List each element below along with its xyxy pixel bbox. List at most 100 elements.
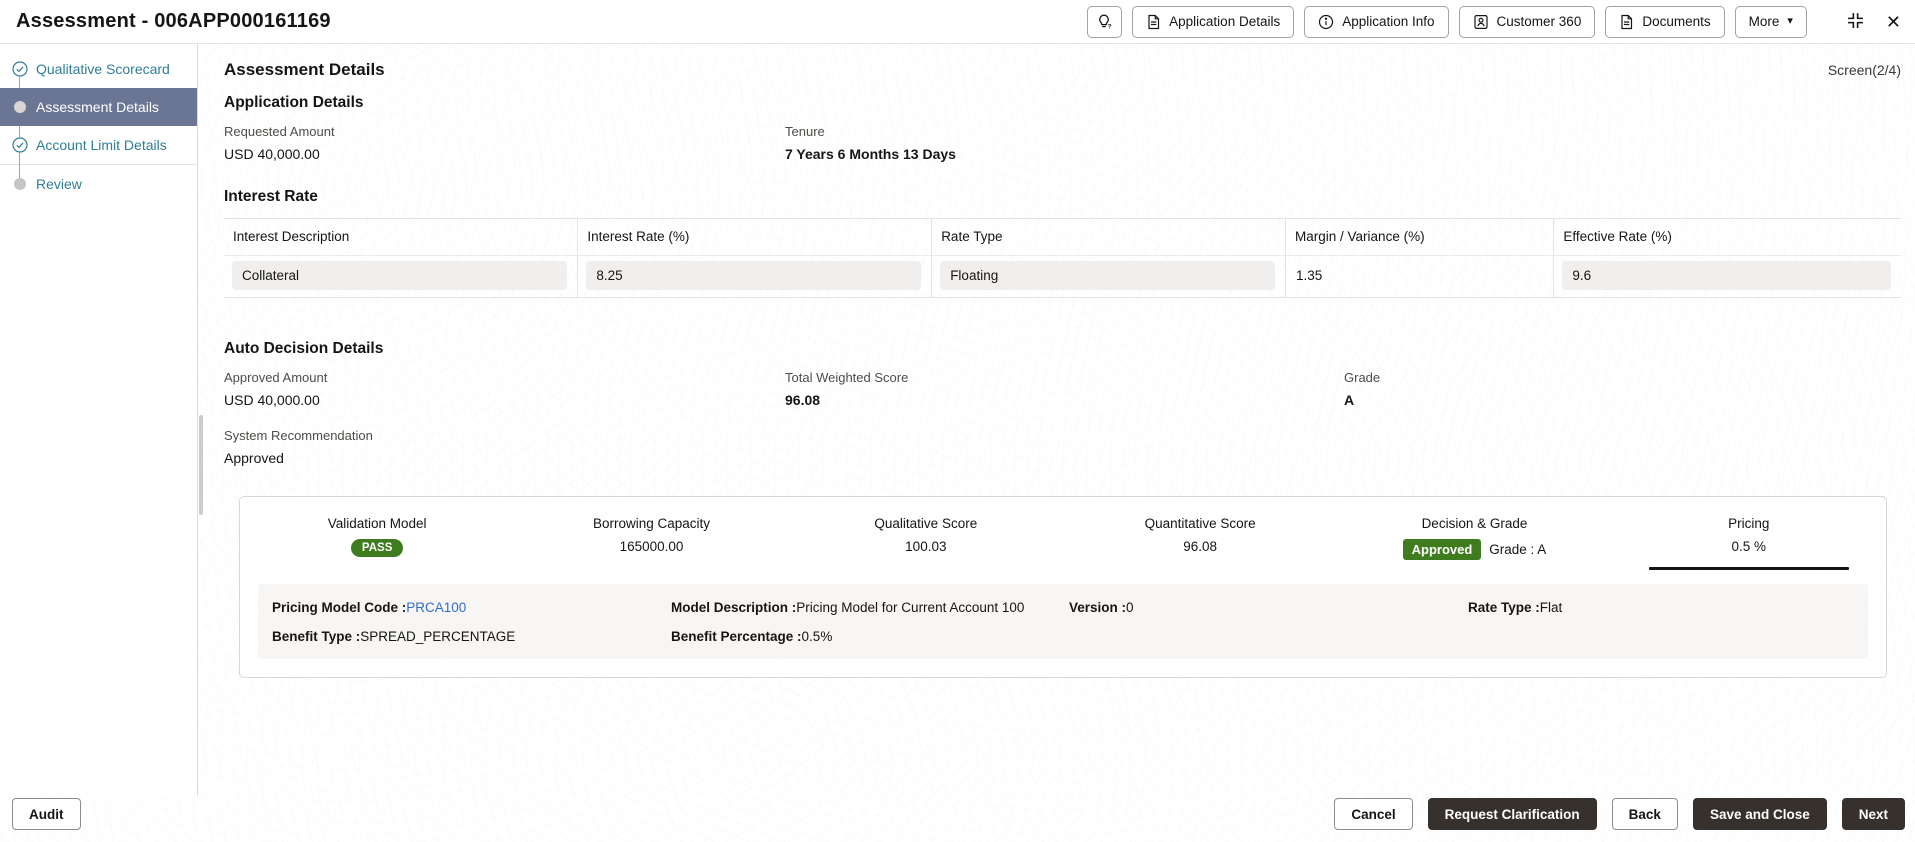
decision-grade-value: Approved Grade : A <box>1402 539 1546 560</box>
collapse-icon <box>1847 12 1864 32</box>
scrollbar-thumb[interactable] <box>199 415 203 515</box>
request-clarification-button[interactable]: Request Clarification <box>1427 798 1597 830</box>
documents-button[interactable]: Documents <box>1605 5 1725 38</box>
sidebar-item-label: Assessment Details <box>36 99 159 115</box>
check-circle-icon <box>12 61 28 77</box>
field-label: Requested Amount <box>224 124 335 139</box>
field-requested-amount: Requested Amount USD 40,000.00 <box>224 124 785 162</box>
stat-quantitative-score: Quantitative Score 96.08 <box>1063 516 1337 570</box>
field-grade: Grade A <box>1344 370 1901 408</box>
approved-status-badge: Approved <box>1402 539 1482 560</box>
sidebar-item-review[interactable]: Review <box>0 165 197 203</box>
page-title: Assessment - 006APP000161169 <box>16 10 331 32</box>
info-icon <box>1318 14 1334 30</box>
field-value: USD 40,000.00 <box>224 146 320 162</box>
stat-label: Qualitative Score <box>874 516 978 531</box>
table-header-row: Interest Description Interest Rate (%) R… <box>224 218 1901 256</box>
stepper-connector-line <box>19 68 20 186</box>
field-label: System Recommendation <box>224 428 373 443</box>
window-controls: ✕ <box>1847 12 1901 32</box>
pricing-details-row: Benefit Type :SPREAD_PERCENTAGE Benefit … <box>272 629 1854 644</box>
field-label: Total Weighted Score <box>785 370 909 385</box>
active-pricing-tab-indicator <box>1648 567 1849 570</box>
pending-step-circle-icon <box>12 176 28 192</box>
application-info-button[interactable]: Application Info <box>1304 5 1449 38</box>
field-tenure: Tenure 7 Years 6 Months 13 Days <box>785 124 1901 162</box>
cancel-button[interactable]: Cancel <box>1334 798 1413 830</box>
stat-label: Borrowing Capacity <box>592 516 711 531</box>
field-label: Approved Amount <box>224 370 328 385</box>
summary-stats-row: Validation Model PASS Borrowing Capacity… <box>240 497 1886 584</box>
sidebar-item-label: Review <box>36 176 82 192</box>
margin-variance-cell[interactable]: 1.35 <box>1296 268 1323 283</box>
application-details-heading: Application Details <box>224 94 364 111</box>
close-icon: ✕ <box>1885 11 1901 32</box>
documents-label: Documents <box>1642 14 1711 29</box>
field-label: Benefit Percentage : <box>671 629 802 644</box>
pass-status-badge: PASS <box>350 539 404 557</box>
save-and-close-button[interactable]: Save and Close <box>1692 798 1827 830</box>
stat-value: 100.03 <box>905 539 947 554</box>
column-header: Margin / Variance (%) <box>1285 218 1555 256</box>
header-toolbar: ? Application Details <box>1087 5 1807 38</box>
application-details-button[interactable]: Application Details <box>1132 5 1295 38</box>
window-body: Qualitative Scorecard Assessment Details… <box>0 44 1915 796</box>
pricing-details-panel: Pricing Model Code :PRCA100 Model Descri… <box>258 584 1868 659</box>
column-header: Rate Type <box>931 218 1287 256</box>
field-value: Approved <box>224 450 284 466</box>
more-button[interactable]: More ▾ <box>1734 5 1807 38</box>
stat-validation-model: Validation Model PASS <box>240 516 514 570</box>
field-total-weighted-score: Total Weighted Score 96.08 <box>785 370 1344 408</box>
field-value: USD 40,000.00 <box>224 392 320 408</box>
field-value: 96.08 <box>785 392 821 408</box>
stat-borrowing-capacity: Borrowing Capacity 165000.00 <box>514 516 788 570</box>
audit-button[interactable]: Audit <box>12 798 81 830</box>
stage-sidebar: Qualitative Scorecard Assessment Details… <box>0 44 198 796</box>
svg-text:?: ? <box>1108 24 1112 30</box>
check-circle-icon <box>12 137 28 153</box>
footer-actions: Cancel Request Clarification Back Save a… <box>1334 798 1905 830</box>
field-label: Tenure <box>785 124 825 139</box>
more-label: More <box>1748 14 1780 29</box>
column-header: Interest Rate (%) <box>577 218 933 256</box>
benefit-percentage-field: Benefit Percentage :0.5% <box>671 629 1069 644</box>
main-header-row: Assessment Details Screen(2/4) <box>224 60 1901 80</box>
back-button[interactable]: Back <box>1611 798 1678 830</box>
field-value: Pricing Model for Current Account 100 <box>796 600 1025 615</box>
stat-value: 165000.00 <box>619 539 684 554</box>
sidebar-item-assessment-details[interactable]: Assessment Details <box>0 88 197 126</box>
field-label: Benefit Type : <box>272 629 361 644</box>
field-value: 0 <box>1126 600 1134 615</box>
sidebar-item-label: Qualitative Scorecard <box>36 61 170 77</box>
table-row: Collateral 8.25 Floating 1.35 9.6 <box>224 255 1901 298</box>
interest-description-cell: Collateral <box>232 261 568 290</box>
active-step-bullet-icon <box>12 99 28 115</box>
interest-rate-table: Interest Description Interest Rate (%) R… <box>224 218 1901 298</box>
stage-stepper: Qualitative Scorecard Assessment Details… <box>0 44 197 203</box>
interest-rate-heading: Interest Rate <box>224 188 318 205</box>
decision-summary-card: Validation Model PASS Borrowing Capacity… <box>239 496 1887 678</box>
sidebar-item-account-limit-details[interactable]: Account Limit Details <box>0 126 197 164</box>
interest-rate-cell: 8.25 <box>586 261 922 290</box>
field-system-recommendation: System Recommendation Approved <box>224 428 1901 466</box>
stat-qualitative-score: Qualitative Score 100.03 <box>789 516 1063 570</box>
screen-indicator: Screen(2/4) <box>1827 62 1901 78</box>
pricing-model-code-link[interactable]: PRCA100 <box>406 600 467 615</box>
field-label: Pricing Model Code : <box>272 600 407 615</box>
close-button[interactable]: ✕ <box>1886 13 1901 31</box>
next-button[interactable]: Next <box>1841 798 1905 830</box>
hints-button[interactable]: ? <box>1087 5 1123 38</box>
stepper-divider <box>0 164 197 165</box>
stat-decision-grade: Decision & Grade Approved Grade : A <box>1337 516 1611 570</box>
customer-360-button[interactable]: Customer 360 <box>1458 5 1596 38</box>
field-value: 0.5% <box>801 629 833 644</box>
stat-label: Validation Model <box>327 516 427 531</box>
effective-rate-cell: 9.6 <box>1562 261 1891 290</box>
stat-value: 0.5 % <box>1731 539 1767 554</box>
collapse-button[interactable] <box>1847 12 1864 32</box>
stat-pricing[interactable]: Pricing 0.5 % <box>1612 516 1886 570</box>
sidebar-item-qualitative-scorecard[interactable]: Qualitative Scorecard <box>0 50 197 88</box>
field-label: Rate Type : <box>1468 600 1540 615</box>
field-approved-amount: Approved Amount USD 40,000.00 <box>224 370 785 408</box>
